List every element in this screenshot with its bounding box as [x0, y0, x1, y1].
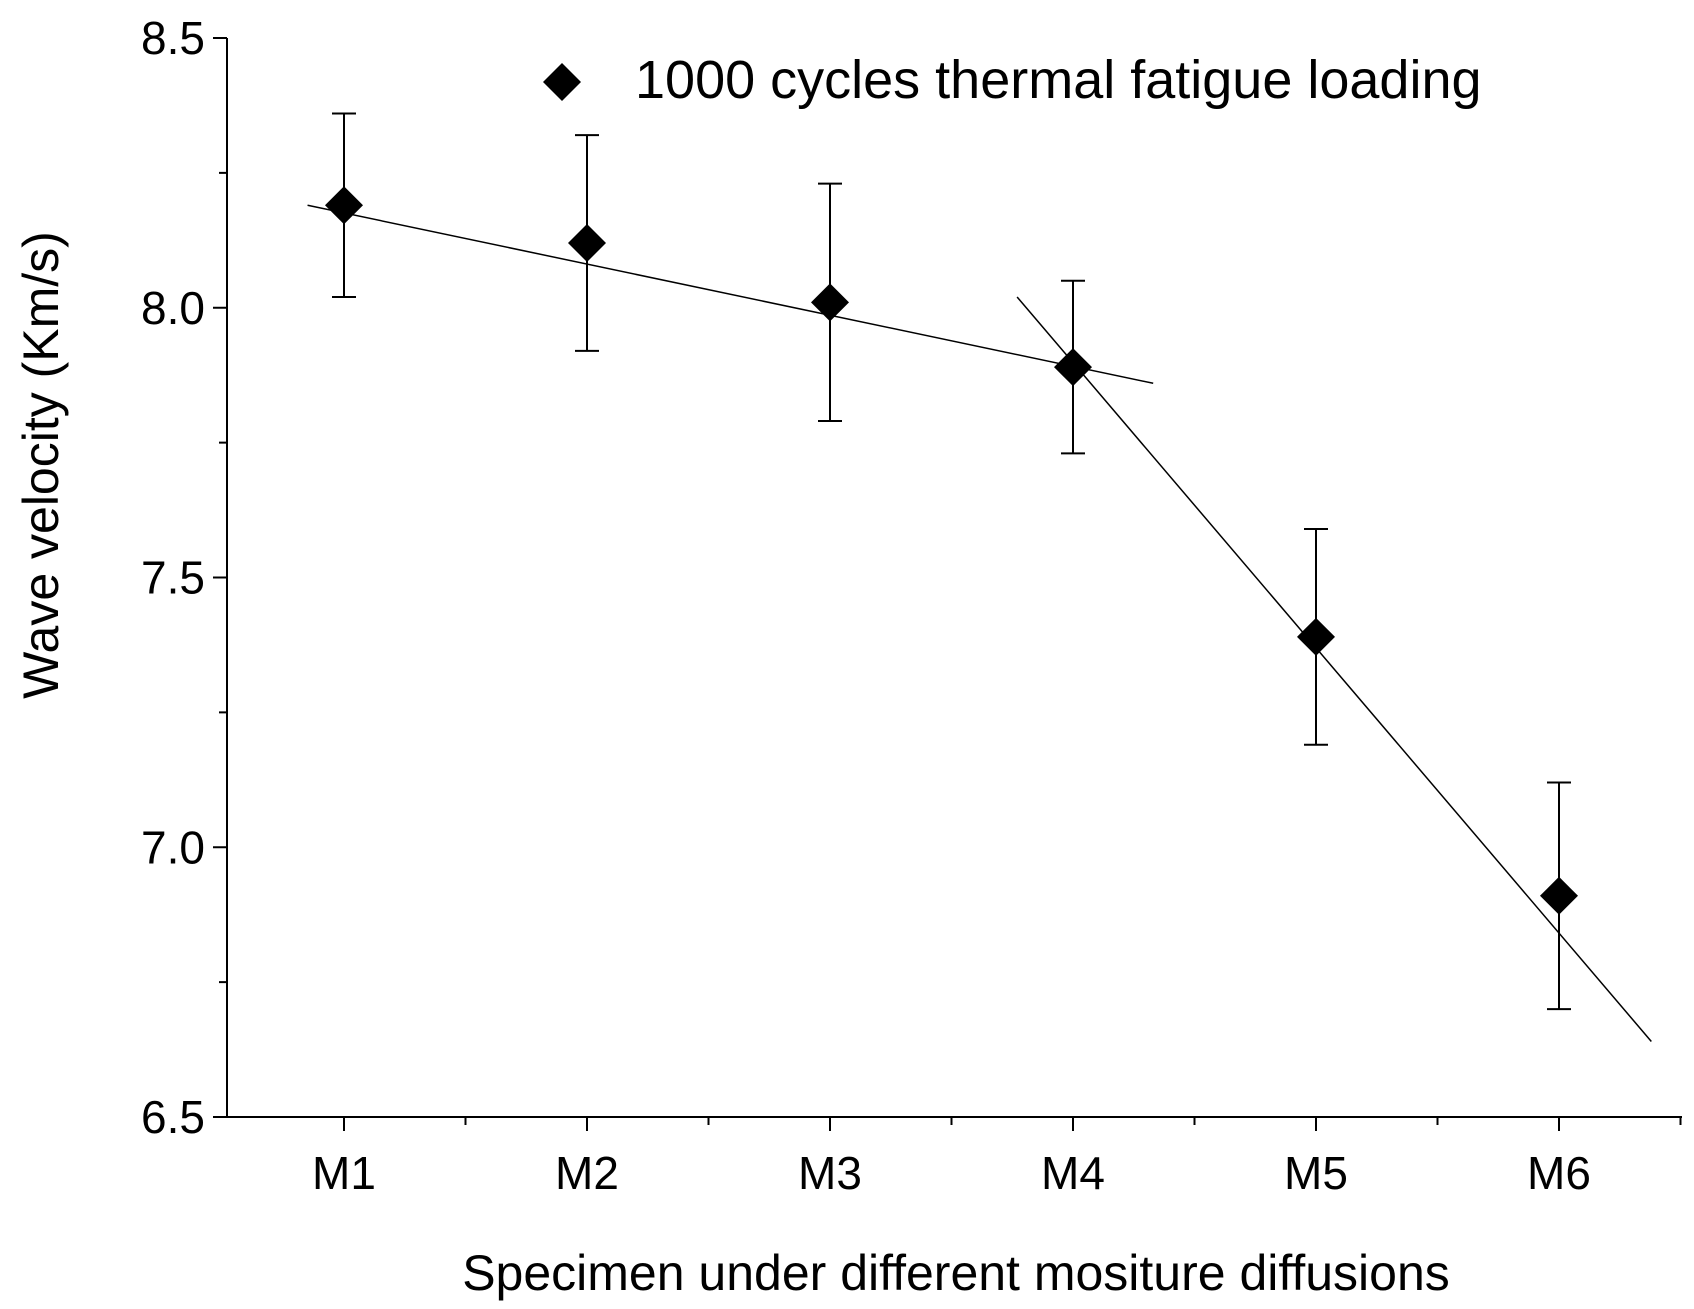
error-bars [332, 112, 1571, 1011]
legend-marker [543, 63, 581, 101]
data-point [568, 224, 606, 263]
y-tick-label: 8.5 [141, 12, 205, 64]
data-markers [325, 186, 1578, 915]
x-tick-label: M2 [555, 1147, 619, 1199]
tick-labels: 6.5 7.0 7.5 8.0 8.5 M1 M2 M3 M4 M5 M6 [141, 12, 1591, 1199]
y-tick-label: 8.0 [141, 282, 205, 334]
y-tick-label: 7.0 [141, 821, 205, 873]
data-point [1054, 348, 1092, 387]
x-tick-label: M3 [798, 1147, 862, 1199]
y-tick-label: 6.5 [141, 1091, 205, 1143]
x-tick-label: M6 [1527, 1147, 1591, 1199]
fit-lines [307, 204, 1652, 1042]
data-point [325, 186, 363, 225]
legend-label: 1000 cycles thermal fatigue loading [635, 50, 1482, 110]
fit-line [307, 204, 1154, 385]
data-point [811, 283, 849, 322]
x-tick-label: M4 [1041, 1147, 1105, 1199]
data-point [1297, 617, 1335, 656]
legend: 1000 cycles thermal fatigue loading [543, 50, 1482, 110]
y-axis-title: Wave velocity (Km/s) [13, 231, 69, 699]
data-point [1540, 876, 1578, 915]
axes [213, 37, 1682, 1131]
x-tick-label: M5 [1284, 1147, 1348, 1199]
x-axis-title: Specimen under different mositure diffus… [462, 1245, 1450, 1301]
y-tick-label: 7.5 [141, 552, 205, 604]
x-tick-label: M1 [312, 1147, 376, 1199]
fit-line [1016, 296, 1652, 1042]
